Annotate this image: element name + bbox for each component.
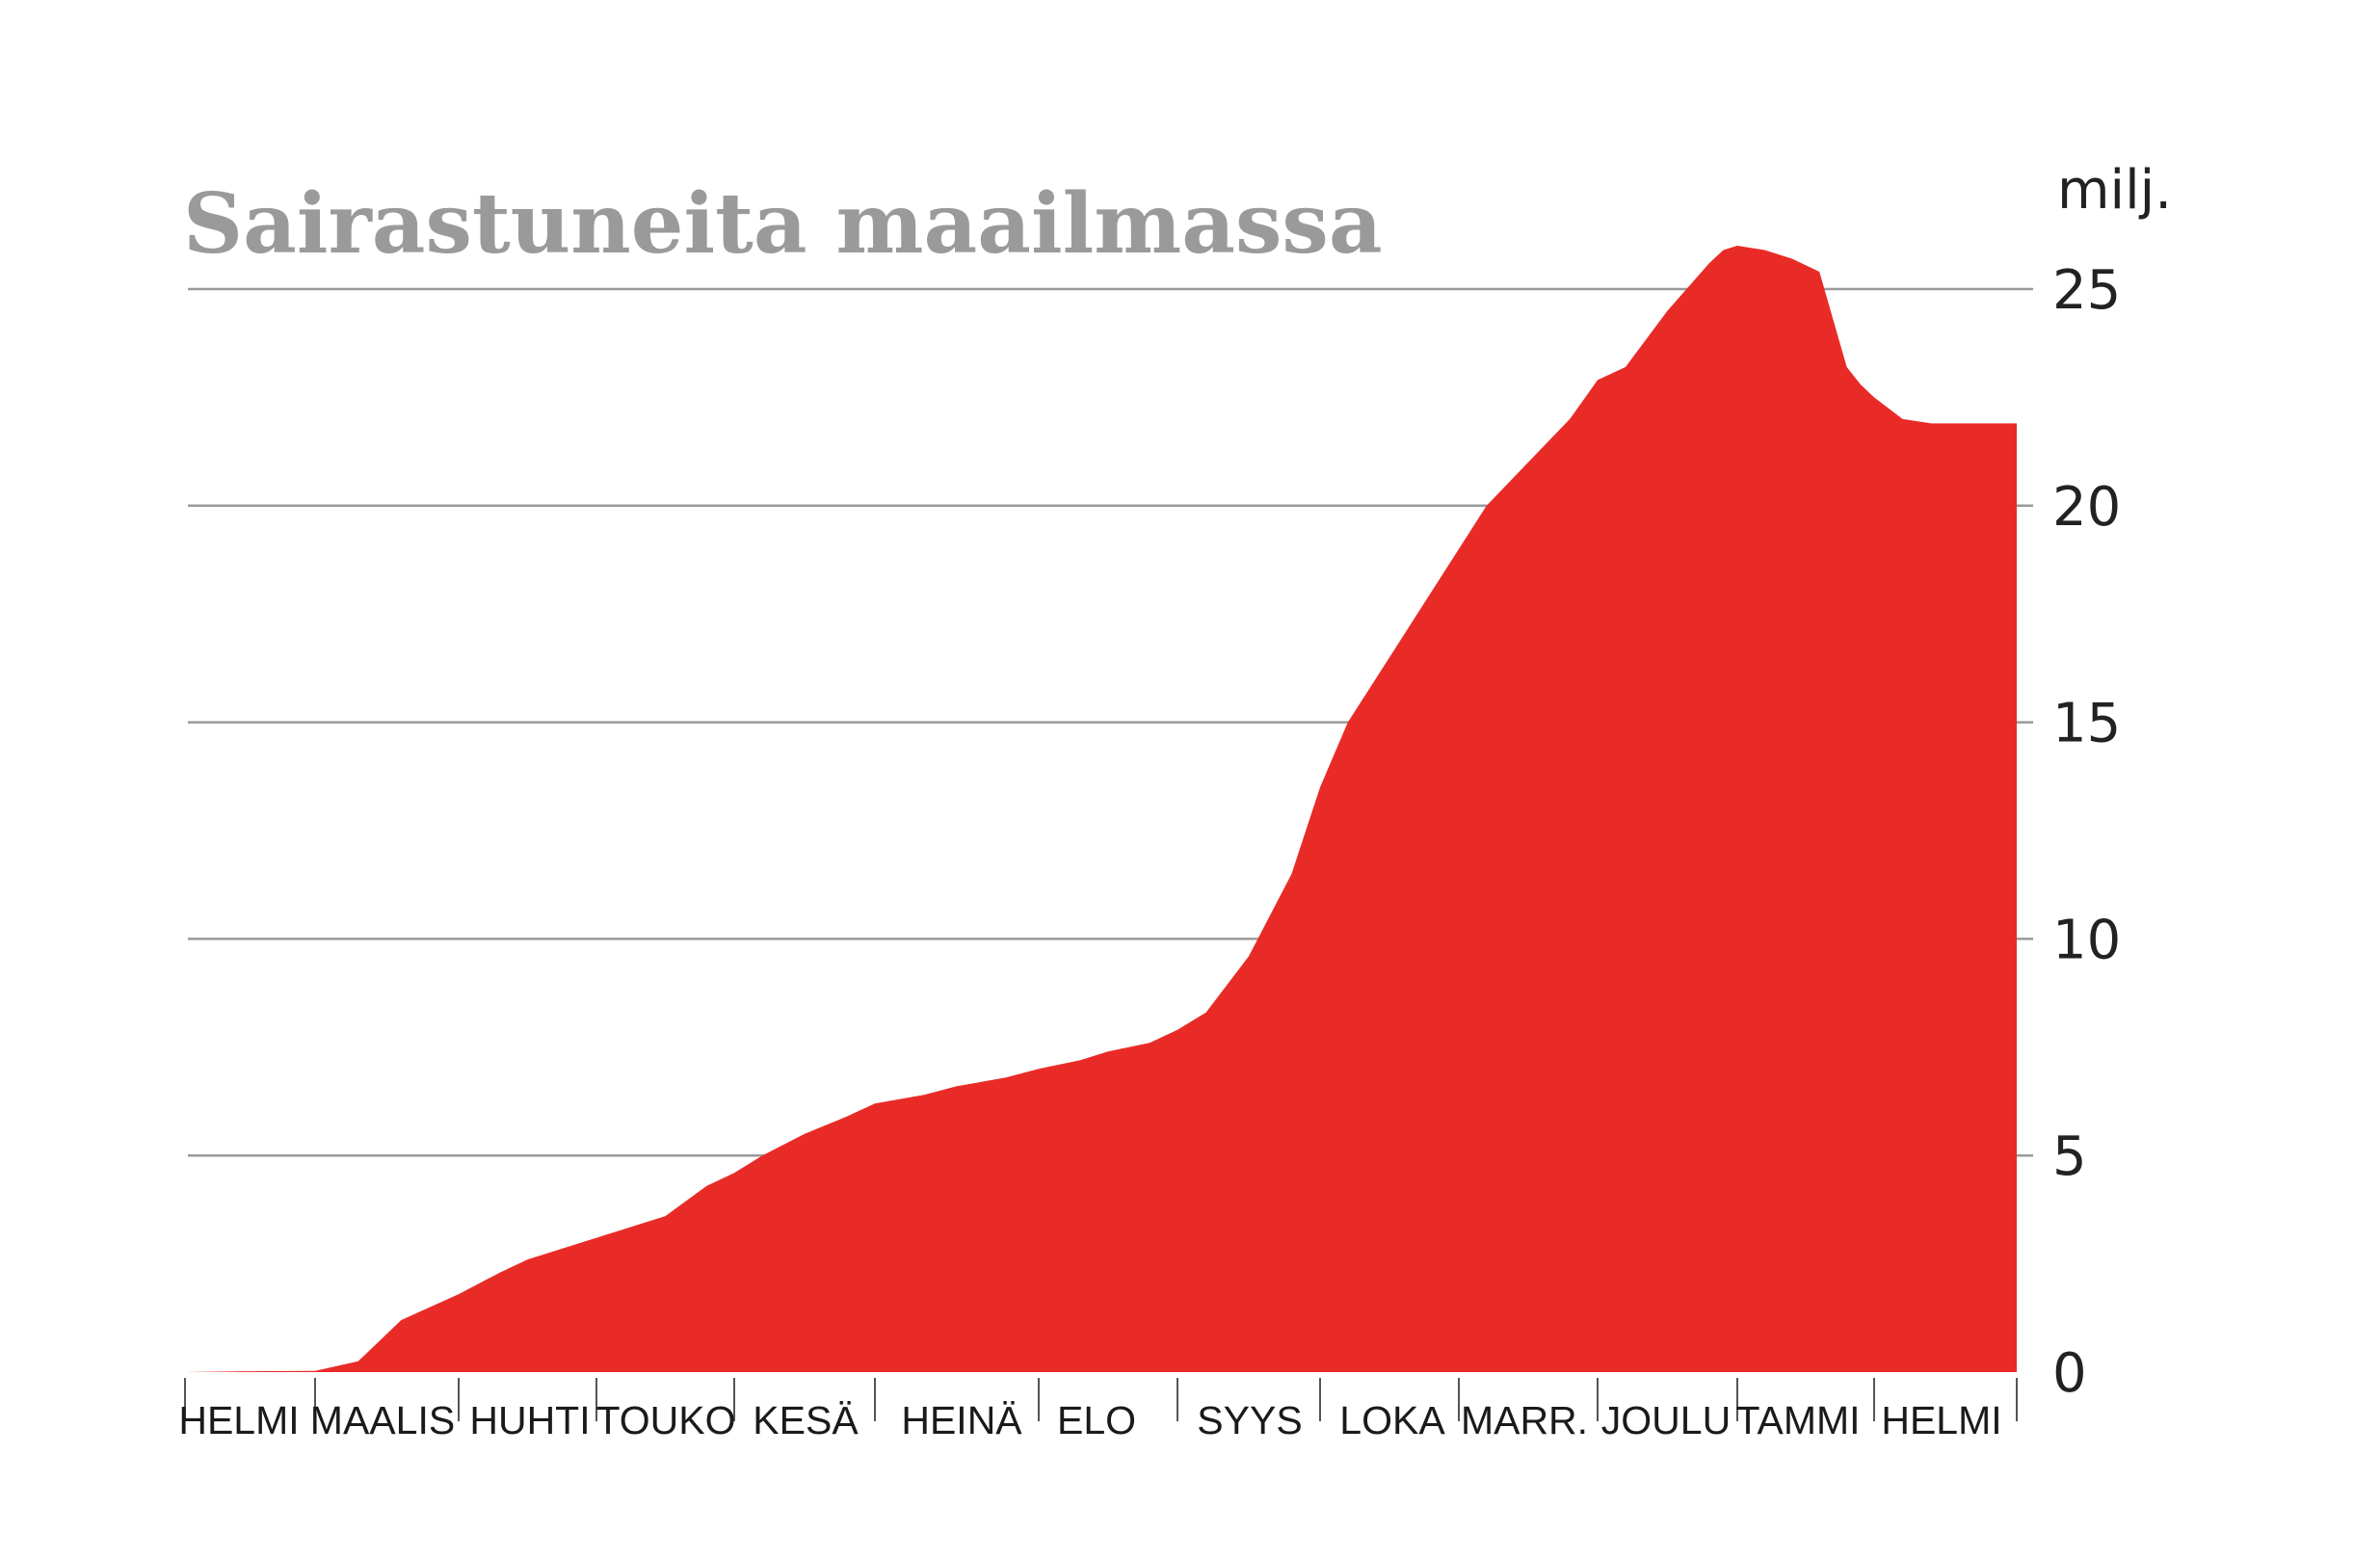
- area-series: [185, 246, 2017, 1372]
- x-axis: HELMI MAALIS HUHTI TOUKO KESÄ HEINÄ ELO SYYS LOK…: [178, 1378, 2018, 1442]
- x-tick-label: JOULU: [1601, 1398, 1731, 1442]
- y-tick-label-20: 20: [2052, 476, 2121, 539]
- x-tick-label: KESÄ: [753, 1398, 859, 1442]
- y-tick-label-25: 25: [2052, 259, 2121, 322]
- y-axis: 0 5 10 15 20 25: [2052, 259, 2121, 1405]
- y-axis-unit: milj.: [2057, 159, 2172, 222]
- x-tick-label: TOUKO: [595, 1398, 735, 1442]
- x-tick-label: ELO: [1057, 1398, 1136, 1442]
- x-tick-label: TAMMI: [1735, 1398, 1860, 1442]
- y-tick-label-5: 5: [2052, 1125, 2087, 1188]
- y-tick-label-0: 0: [2052, 1342, 2087, 1405]
- x-tick-label: MAALIS: [310, 1398, 455, 1442]
- x-tick-label: LOKA: [1339, 1398, 1445, 1442]
- x-tick-label: HELMI: [178, 1398, 299, 1442]
- x-tick-label: SYYS: [1197, 1398, 1302, 1442]
- x-tick-label: HEINÄ: [901, 1398, 1022, 1442]
- x-tick-label: HELMI: [1881, 1398, 2001, 1442]
- chart-title: Sairastuneita maailmassa: [183, 175, 1383, 273]
- y-tick-label-10: 10: [2052, 909, 2121, 971]
- y-tick-label-15: 15: [2052, 693, 2121, 755]
- x-tick-label: HUHTI: [469, 1398, 590, 1442]
- x-tick-label: MARR.: [1461, 1398, 1588, 1442]
